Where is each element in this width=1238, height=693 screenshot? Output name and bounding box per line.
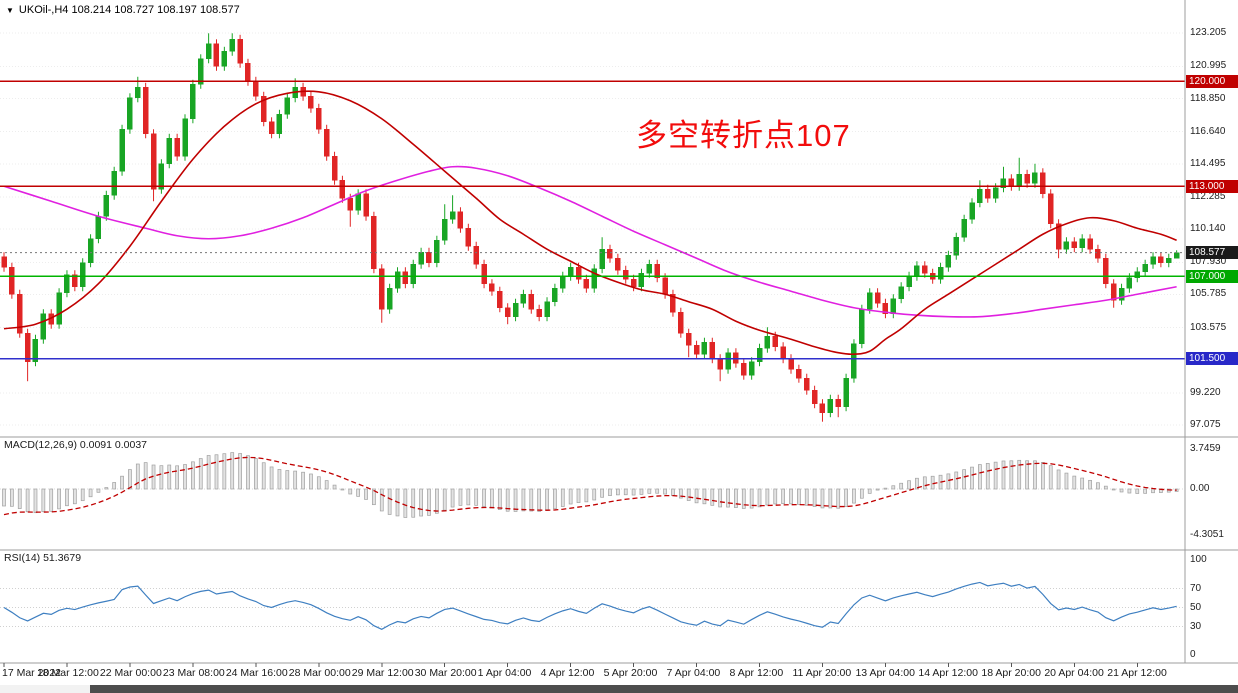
price-axis-label: 107.930 xyxy=(1190,256,1227,268)
annotation-text[interactable]: 多空转折点107 xyxy=(636,118,851,153)
time-axis-label: 18 Apr 20:00 xyxy=(981,667,1041,679)
horizontal-scrollbar[interactable] xyxy=(0,685,1238,693)
time-axis-label: 29 Mar 12:00 xyxy=(351,667,414,679)
time-axis-label: 17 Mar 2022 xyxy=(2,667,61,679)
rsi-axis-label: 70 xyxy=(1190,582,1202,594)
time-axis-label: 11 Apr 20:00 xyxy=(792,667,852,679)
symbol-ohlc-text: UKOil-,H4 108.214 108.727 108.197 108.57… xyxy=(18,4,240,16)
symbol-marker-icon: ▼ xyxy=(6,6,14,15)
rsi-axis-label: 100 xyxy=(1190,554,1207,565)
rsi-axis-label: 30 xyxy=(1190,620,1202,632)
price-axis-label: 120.995 xyxy=(1190,60,1227,72)
price-axis-label: 116.640 xyxy=(1190,125,1226,137)
price-axis-label: 103.575 xyxy=(1190,321,1227,333)
time-axis-label: 1 Apr 04:00 xyxy=(477,667,532,679)
rsi-label: RSI(14) 51.3679 xyxy=(4,552,82,564)
time-axis-label: 23 Mar 08:00 xyxy=(162,667,225,679)
price-axis-label: 97.075 xyxy=(1190,419,1221,431)
time-axis-label: 5 Apr 20:00 xyxy=(603,667,658,679)
rsi-axis-label: 0 xyxy=(1190,649,1196,660)
time-axis-label: 22 Mar 00:00 xyxy=(99,667,162,679)
price-axis-label: 114.495 xyxy=(1190,157,1226,169)
price-tag: 107.000 xyxy=(1186,269,1238,283)
symbol-ohlc-label: ▼ UKOil-,H4 108.214 108.727 108.197 108.5… xyxy=(6,4,240,16)
macd-axis-label: -4.3051 xyxy=(1190,529,1224,541)
time-axis-label: 7 Apr 04:00 xyxy=(666,667,721,679)
time-axis-label: 21 Apr 12:00 xyxy=(1107,667,1167,679)
price-axis-label: 118.850 xyxy=(1190,92,1226,104)
price-tag: 108.577 xyxy=(1186,246,1238,260)
time-axis-label: 13 Apr 04:00 xyxy=(855,667,915,679)
macd-axis-label: 0.00 xyxy=(1190,483,1210,494)
price-axis-label: 110.140 xyxy=(1190,223,1226,235)
time-axis-label: 24 Mar 16:00 xyxy=(225,667,288,679)
time-axis-label: 28 Mar 00:00 xyxy=(288,667,351,679)
time-axis-label: 14 Apr 12:00 xyxy=(918,667,978,679)
time-axis-label: 18 Mar 12:00 xyxy=(36,667,99,679)
price-tag: 113.000 xyxy=(1186,179,1238,193)
price-axis-label: 99.220 xyxy=(1190,386,1221,398)
price-axis-label: 112.285 xyxy=(1190,190,1226,202)
price-axis-label: 105.785 xyxy=(1190,288,1227,300)
time-axis[interactable]: 17 Mar 2022 18 Mar 12:00 22 Mar 00:00 23 Ma… xyxy=(0,664,1238,684)
time-axis-label: 30 Mar 20:00 xyxy=(414,667,477,679)
time-axis-label: 4 Apr 12:00 xyxy=(540,667,595,679)
time-axis-label: 20 Apr 04:00 xyxy=(1044,667,1104,679)
price-tag: 101.500 xyxy=(1186,352,1238,366)
price-axis[interactable]: 123.205 120.995 118.850 116.640 114.495 112.2… xyxy=(1185,0,1238,663)
macd-label: MACD(12,26,9) 0.0091 0.0037 xyxy=(4,439,148,451)
time-axis-label: 8 Apr 12:00 xyxy=(729,667,784,679)
macd-axis-label: 3.7459 xyxy=(1190,442,1221,454)
price-axis-label: 123.205 xyxy=(1190,27,1227,39)
rsi-axis-label: 50 xyxy=(1190,601,1202,613)
scrollbar-thumb[interactable] xyxy=(90,685,1238,693)
price-tag: 120.000 xyxy=(1186,74,1238,88)
